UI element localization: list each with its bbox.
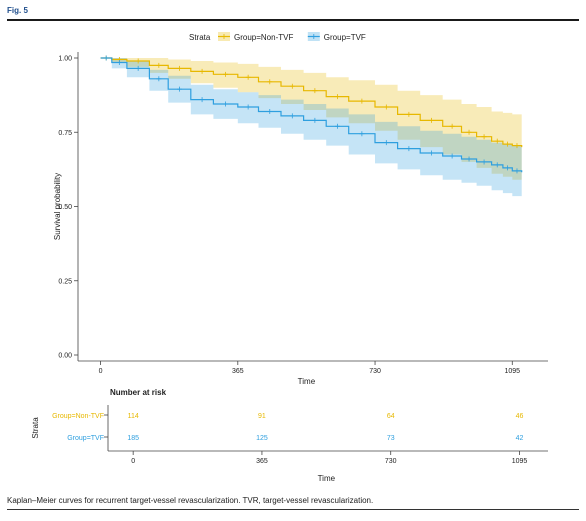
confidence-bands: [100, 58, 522, 198]
km-chart: Strata Group=Non-TVF Group=TVF 0.000.250.…: [31, 32, 548, 483]
y-tick-label: 0.25: [58, 278, 72, 285]
plot-area: 0.00 0.25 0.50 0.75 1.00 0 365 730 1095: [58, 52, 548, 375]
legend-censor-non-tvf: [221, 34, 227, 39]
x-tick-label: 365: [232, 368, 244, 375]
censor-mark-non-tvf: [514, 143, 520, 149]
ci-band-tvf: [100, 58, 522, 198]
risk-x-tick-label: 365: [256, 458, 268, 465]
top-rule: [7, 19, 579, 21]
x-tick-label: 1095: [504, 368, 520, 375]
risk-row-label-non-tvf: Group=Non-TVF: [52, 413, 104, 420]
censor-mark-tvf: [267, 108, 273, 114]
x-tick-label: 730: [369, 368, 381, 375]
y-tick-label: 0.75: [58, 130, 72, 137]
legend-censor-tvf: [311, 34, 317, 39]
survival-lines: [100, 55, 523, 174]
legend-title: Strata: [189, 33, 211, 42]
censor-mark-tvf: [514, 168, 520, 174]
risk-count: 73: [387, 435, 395, 442]
risk-cells: Group=Non-TVF 114 91 64 46 Group=TVF 185 125 73 4…: [52, 413, 523, 442]
censor-mark-tvf: [223, 101, 229, 107]
censor-mark-non-tvf: [334, 94, 340, 100]
legend: Strata Group=Non-TVF Group=TVF: [189, 32, 366, 42]
censor-mark-tvf: [406, 146, 412, 152]
censor-mark-tvf: [334, 123, 340, 129]
censor-mark-non-tvf: [135, 58, 141, 64]
censor-mark-non-tvf: [481, 134, 487, 140]
risk-row-label-tvf: Group=TVF: [67, 435, 104, 442]
survival-line-tvf: [100, 57, 523, 173]
censor-mark-non-tvf: [289, 83, 295, 89]
risk-x-tick-label: 0: [131, 458, 135, 465]
censor-mark-non-tvf: [428, 117, 434, 123]
censor-mark-tvf: [494, 162, 500, 168]
risk-count: 185: [127, 435, 139, 442]
censor-mark-tvf: [481, 159, 487, 165]
censor-mark-non-tvf: [466, 129, 472, 135]
figure-caption: Kaplan–Meier curves for recurrent target…: [7, 496, 374, 505]
risk-table-title: Number at risk: [110, 388, 167, 397]
risk-table: Number at risk Strata Time Group=Non-TVF…: [31, 388, 548, 483]
censor-mark-tvf: [103, 55, 109, 61]
bottom-rule: [7, 509, 579, 510]
figure-label: Fig. 5: [7, 6, 28, 15]
x-axis-title: Time: [298, 377, 316, 386]
censor-mark-non-tvf: [449, 123, 455, 129]
censor-mark-tvf: [359, 131, 365, 137]
censor-mark-tvf: [156, 76, 162, 82]
censor-mark-tvf: [383, 140, 389, 146]
censor-mark-non-tvf: [245, 74, 251, 80]
axes: 0.00 0.25 0.50 0.75 1.00 0 365 730 1095: [58, 52, 548, 375]
censor-mark-non-tvf: [312, 88, 318, 94]
censor-mark-tvf: [135, 65, 141, 71]
censor-mark-tvf: [199, 97, 205, 103]
censor-mark-tvf: [289, 113, 295, 119]
censor-mark-non-tvf: [406, 111, 412, 117]
ci-band-non-tvf: [100, 58, 522, 182]
censor-mark-tvf: [116, 59, 122, 65]
risk-count: 64: [387, 413, 395, 420]
risk-count: 46: [516, 413, 524, 420]
censor-mark-non-tvf: [494, 138, 500, 144]
risk-count: 91: [258, 413, 266, 420]
censor-mark-tvf: [466, 156, 472, 162]
risk-count: 125: [256, 435, 268, 442]
censor-mark-non-tvf: [505, 141, 511, 147]
legend-label-non-tvf: Group=Non-TVF: [234, 33, 293, 42]
censor-mark-tvf: [428, 150, 434, 156]
risk-x-tick-label: 730: [385, 458, 397, 465]
risk-x-tick-label: 1095: [512, 458, 528, 465]
censor-mark-non-tvf: [177, 65, 183, 71]
risk-axes: 0 365 730 1095: [104, 405, 548, 465]
legend-items: Group=Non-TVF Group=TVF: [218, 32, 366, 42]
censor-mark-non-tvf: [267, 79, 273, 85]
y-tick-label: 0.50: [58, 204, 72, 211]
censor-mark-non-tvf: [383, 104, 389, 110]
censor-mark-tvf: [505, 165, 511, 171]
legend-label-tvf: Group=TVF: [324, 33, 366, 42]
censor-mark-tvf: [312, 117, 318, 123]
x-tick-label: 0: [99, 368, 103, 375]
risk-count: 42: [516, 435, 524, 442]
risk-count: 114: [128, 413, 139, 420]
censor-mark-non-tvf: [223, 71, 229, 77]
risk-strata-label: Strata: [31, 417, 40, 439]
censor-mark-non-tvf: [359, 98, 365, 104]
y-tick-label: 0.00: [58, 353, 72, 360]
censor-mark-non-tvf: [156, 62, 162, 68]
y-axis-title: Survival probability: [53, 173, 62, 240]
censor-mark-tvf: [449, 153, 455, 159]
censor-mark-tvf: [177, 86, 183, 92]
survival-line-non-tvf: [100, 57, 523, 148]
censor-mark-tvf: [245, 104, 251, 110]
risk-x-axis-title: Time: [318, 474, 336, 483]
censor-mark-non-tvf: [199, 68, 205, 74]
y-tick-label: 1.00: [58, 56, 72, 63]
